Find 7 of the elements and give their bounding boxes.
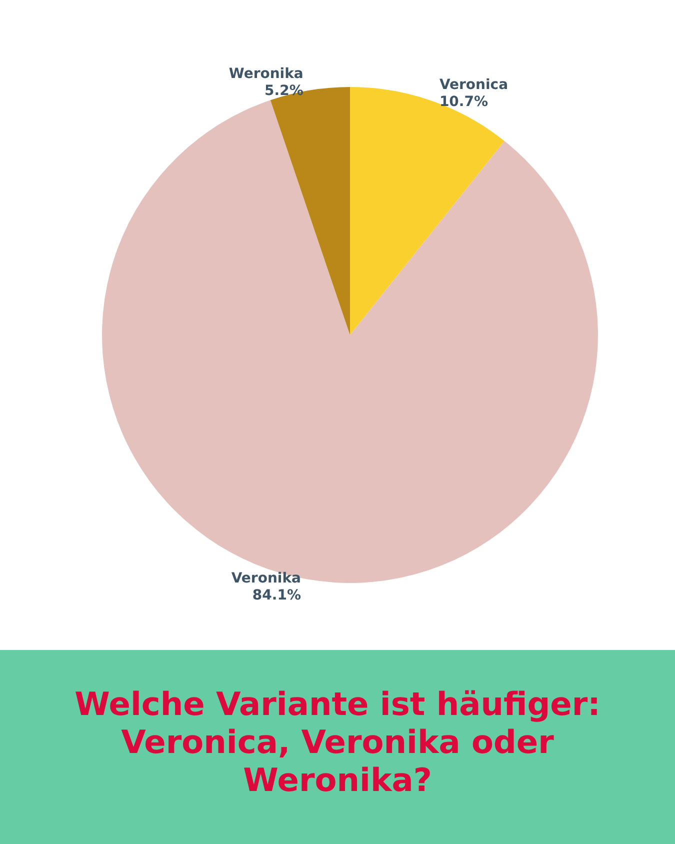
data-label: 5.2% xyxy=(264,82,304,99)
text: Welche Variante ist häufiger: Veronica, Veronika oder Weronika? xyxy=(0,650,675,844)
slice-label: Veronika xyxy=(231,570,301,587)
data-label: 10.7% xyxy=(439,94,488,110)
data-label: 84.1% xyxy=(252,588,301,604)
slice-label: Veronica xyxy=(439,76,508,93)
slice-label: Weronika xyxy=(228,66,304,82)
